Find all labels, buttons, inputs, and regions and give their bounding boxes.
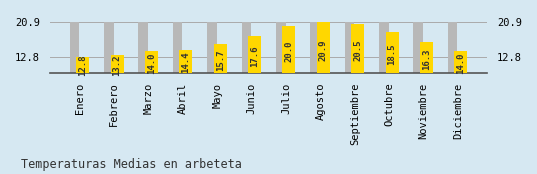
Bar bbox=[145, 52, 158, 111]
Bar bbox=[214, 44, 227, 111]
Text: 14.4: 14.4 bbox=[182, 52, 190, 73]
Bar bbox=[179, 50, 192, 111]
Bar bbox=[420, 42, 433, 111]
Text: 14.0: 14.0 bbox=[147, 53, 156, 74]
Text: 18.5: 18.5 bbox=[388, 44, 397, 65]
Bar bbox=[317, 22, 330, 111]
Bar bbox=[386, 32, 398, 111]
Bar bbox=[242, 22, 251, 111]
Bar bbox=[351, 23, 364, 111]
Bar bbox=[111, 55, 124, 111]
Bar bbox=[173, 22, 183, 111]
Bar bbox=[310, 22, 320, 111]
Bar bbox=[276, 22, 286, 111]
Bar bbox=[454, 52, 467, 111]
Text: 20.0: 20.0 bbox=[285, 41, 293, 62]
Bar bbox=[104, 22, 114, 111]
Text: 13.2: 13.2 bbox=[113, 54, 121, 76]
Bar bbox=[282, 26, 295, 111]
Bar bbox=[139, 22, 148, 111]
Text: Temperaturas Medias en arbeteta: Temperaturas Medias en arbeteta bbox=[21, 157, 242, 171]
Bar bbox=[70, 22, 79, 111]
Bar bbox=[207, 22, 217, 111]
Text: 15.7: 15.7 bbox=[216, 49, 224, 71]
Text: 17.6: 17.6 bbox=[250, 46, 259, 67]
Bar bbox=[448, 22, 458, 111]
Text: 20.9: 20.9 bbox=[319, 39, 328, 61]
Text: 14.0: 14.0 bbox=[456, 53, 466, 74]
Bar bbox=[413, 22, 423, 111]
Text: 16.3: 16.3 bbox=[422, 48, 431, 70]
Bar bbox=[248, 36, 261, 111]
Text: 20.5: 20.5 bbox=[353, 40, 362, 61]
Text: 12.8: 12.8 bbox=[78, 55, 87, 76]
Bar bbox=[76, 57, 89, 111]
Bar bbox=[345, 22, 354, 111]
Bar bbox=[379, 22, 389, 111]
